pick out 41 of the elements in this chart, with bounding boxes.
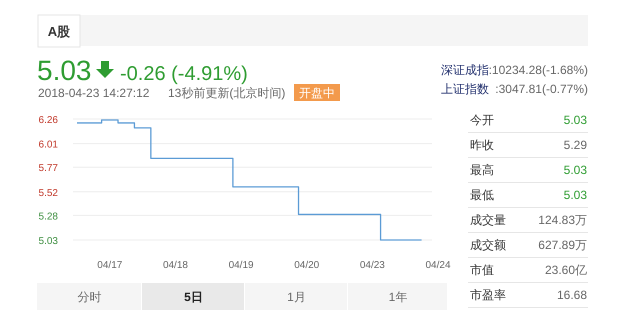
x-tick-label: 04/18 [162, 260, 188, 271]
text: 成交量 [470, 213, 506, 227]
x-tick-label: 04/19 [228, 260, 254, 271]
text: 开盘中 [299, 86, 335, 100]
text: 5.03 [564, 113, 588, 127]
text: 上证指数 [441, 82, 489, 96]
y-tick-label: 6.01 [38, 140, 58, 151]
text: 627.89万 [538, 238, 587, 252]
text: A股 [48, 24, 72, 39]
text: 今开 [470, 113, 494, 127]
text: 昨收 [470, 138, 494, 152]
text: 5.29 [564, 138, 588, 152]
y-tick-label: 5.03 [38, 236, 58, 247]
y-tick-label: 5.77 [38, 163, 58, 174]
x-tick-label: 04/23 [360, 260, 386, 271]
text: 5.03 [564, 163, 588, 177]
x-tick-label: 04/24 [425, 260, 451, 271]
text: 市盈率 [470, 288, 506, 302]
text: 2018-04-23 14:27:12 [38, 86, 150, 100]
text: 最低 [470, 188, 494, 202]
text: 5日 [184, 290, 203, 304]
text: 深证成指 [441, 63, 489, 77]
y-tick-label: 5.28 [38, 211, 58, 222]
text: 分时 [78, 290, 102, 304]
text: 23.60亿 [544, 263, 587, 277]
y-tick-label: 5.52 [38, 188, 58, 199]
text: :10234.28(-1.68%) [488, 63, 588, 77]
text: -0.26 (-4.91%) [120, 63, 248, 85]
text: :3047.81(-0.77%) [495, 82, 588, 96]
y-tick-label: 6.26 [38, 115, 58, 126]
text: 5.03 [564, 188, 588, 202]
text: 16.68 [556, 288, 588, 302]
x-tick-label: 04/20 [294, 260, 320, 271]
text: 最高 [470, 163, 494, 177]
text: 1月 [287, 290, 306, 304]
text: 124.83万 [538, 213, 587, 227]
text: 成交额 [470, 238, 506, 252]
text: 市值 [470, 263, 494, 277]
x-tick-label: 04/17 [97, 260, 123, 271]
text: 13秒前更新(北京时间) [168, 86, 286, 100]
text: 1年 [388, 290, 408, 304]
